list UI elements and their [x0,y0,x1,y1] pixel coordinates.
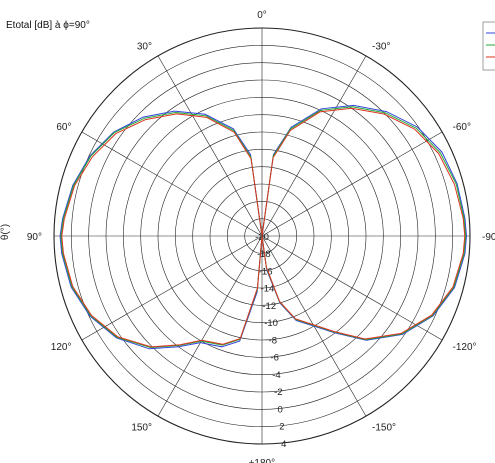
angle-label: 120° [51,342,72,353]
series-line-3-neg [261,107,466,340]
series-line-1-pos [59,110,263,350]
grid-spoke [157,235,263,417]
radial-tick-label: -18 [257,249,271,260]
grid-spoke [261,55,367,237]
radial-tick-label: 4 [281,439,286,450]
radial-tick-label: 2 [279,422,284,433]
legend [482,21,495,71]
polar-grid [53,27,471,445]
series-line-1-neg [261,104,468,341]
radial-tick-label: -10 [264,318,278,329]
angle-label: -150° [372,423,396,434]
angle-label: ±180° [249,458,275,463]
radial-tick-label: -4 [272,370,280,381]
series-line-2-neg [261,106,467,341]
radial-tick-label: -2 [274,387,282,398]
angle-label: 90° [27,232,42,243]
radial-tick-label: -12 [262,301,276,312]
series-line-2-pos [60,111,263,349]
grid-spoke [81,131,263,237]
radial-tick-label: -8 [269,335,277,346]
angle-label: -60° [453,122,471,133]
angle-label: 150° [131,423,152,434]
chart-title: Etotal [dB] à ϕ=90° [6,20,90,31]
angle-label: -90° [482,232,495,243]
grid-spoke [261,131,443,237]
angle-label: 60° [56,122,71,133]
grid-spoke [81,235,263,341]
axis-label: θ(°) [0,224,11,240]
grid-spoke [261,235,443,341]
angle-label: 30° [137,41,152,52]
radial-tick-label: 0 [277,404,282,415]
series-line-3-pos [61,113,263,348]
series-layer [59,104,468,350]
angle-labels: 0° -30° -60° -90° -120° -150° ±180° 150° 120° 90°… [27,10,495,463]
radial-tick-label: -16 [259,266,273,277]
radial-tick-label: -14 [261,284,275,295]
radial-tick-label: -6 [270,353,278,364]
angle-label: 0° [257,10,267,21]
grid-spoke [157,55,263,237]
legend-box [482,21,495,71]
angle-label: -120° [453,342,477,353]
angle-label: -30° [372,41,390,52]
